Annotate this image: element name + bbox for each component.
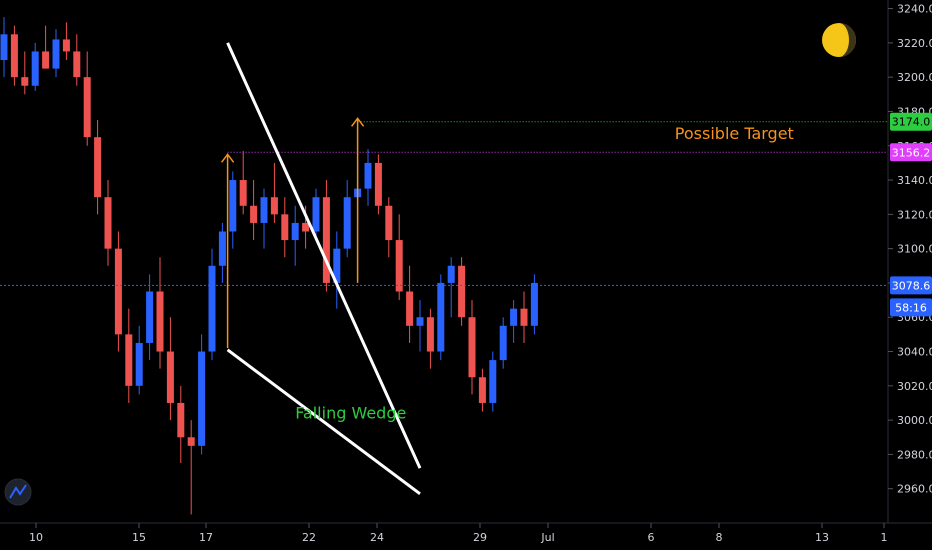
annotation-layer: Falling Wedge Possible Target [0, 42, 888, 496]
candle-body [322, 197, 330, 283]
candle-body [385, 205, 393, 241]
candle-body [302, 222, 310, 232]
time-axis-tick-label: 6 [648, 531, 655, 544]
candle-body [250, 205, 258, 223]
candle-body [218, 231, 226, 266]
candle-body [239, 180, 247, 206]
price-axis[interactable]: 2960.02980.03000.03020.03040.03060.03080… [888, 3, 932, 496]
countdown-badge-bg [890, 298, 932, 317]
price-axis-tick-label: 3040.0 [897, 346, 932, 359]
candle-body [499, 325, 507, 361]
time-axis-tick-label: 17 [199, 531, 213, 544]
candle-body [281, 214, 289, 241]
time-axis-tick-label: 29 [473, 531, 487, 544]
candle-body [229, 180, 237, 232]
candle-body [177, 402, 185, 438]
time-axis-tick-label: 15 [132, 531, 146, 544]
time-axis-tick-label: 10 [29, 531, 43, 544]
candle-body [0, 34, 8, 61]
time-axis-tick-label: Jul [540, 531, 554, 544]
candle-body [146, 291, 154, 343]
price-badges: 3174.0 3156.2 3078.6 58:16 [890, 112, 932, 317]
candle-body [187, 437, 195, 446]
candle-body [468, 317, 476, 378]
falling-wedge-label: Falling Wedge [295, 403, 406, 422]
candle-body [52, 39, 60, 69]
left-measure-arrow-head [221, 153, 235, 163]
price-axis-tick-label: 3100.0 [897, 243, 932, 256]
candle-body [447, 265, 455, 283]
candle-body [31, 51, 39, 86]
time-axis-tick-label: 22 [302, 531, 316, 544]
candle-body [458, 265, 466, 318]
candle-body [104, 197, 112, 249]
moon-icon [822, 23, 856, 57]
price-axis-tick-label: 3000.0 [897, 414, 932, 427]
resistance-price-badge-bg [890, 143, 932, 162]
candle-body [73, 51, 81, 78]
candle-body [395, 240, 403, 292]
current-price-badge-text: 3078.6 [892, 279, 931, 292]
price-axis-tick-label: 2980.0 [897, 448, 932, 461]
time-axis-tick-label: 1 [881, 531, 888, 544]
candle-body [114, 248, 122, 335]
candle-body [10, 34, 18, 78]
time-axis-tick-label: 13 [815, 531, 829, 544]
candle-body [312, 197, 320, 232]
candle-body [94, 137, 102, 198]
time-axis-tick-label: 24 [370, 531, 384, 544]
time-axis-tick-label: 8 [716, 531, 723, 544]
candle-body [406, 291, 414, 326]
candles-layer [0, 17, 538, 515]
candle-body [198, 351, 206, 446]
target-price-badge-bg [890, 112, 932, 131]
candle-body [478, 377, 486, 403]
candle-body [426, 317, 434, 352]
candle-body [270, 197, 278, 215]
candle-body [343, 197, 351, 249]
price-axis-tick-label: 2960.0 [897, 483, 932, 496]
candle-body [489, 360, 497, 403]
candle-body [42, 51, 50, 69]
price-axis-tick-label: 3020.0 [897, 380, 932, 393]
candle-body [21, 77, 29, 86]
candle-body [62, 39, 70, 52]
wedge-lower-line [226, 348, 421, 496]
time-axis[interactable]: 10 15 17 22 24 29 Jul 6 8 13 1 [29, 523, 888, 544]
candle-body [291, 222, 299, 241]
wedge-upper-line [226, 42, 422, 469]
candle-body [125, 334, 133, 386]
price-axis-tick-label: 3140.0 [897, 174, 932, 187]
right-measure-arrow-head [351, 117, 365, 127]
candle-body [333, 248, 341, 283]
candle-body [364, 162, 372, 189]
candle-body [208, 265, 216, 352]
candle-body [83, 77, 91, 138]
tradingview-logo-icon[interactable] [4, 478, 32, 506]
candle-body [510, 308, 518, 326]
countdown-badge-text: 58:16 [895, 301, 927, 314]
candle-body [166, 351, 174, 403]
resistance-price-badge-text: 3156.2 [892, 146, 931, 159]
candle-body [156, 291, 164, 352]
candle-body [520, 308, 528, 326]
candle-body [374, 162, 382, 206]
possible-target-label: Possible Target [675, 124, 794, 143]
candle-body [260, 197, 268, 223]
price-axis-tick-label: 3240.0 [897, 3, 932, 16]
price-axis-tick-label: 3220.0 [897, 37, 932, 50]
candle-body [135, 342, 143, 386]
target-price-badge-text: 3174.0 [892, 116, 931, 129]
current-price-badge-bg [890, 276, 932, 295]
candle-body [530, 282, 538, 326]
candle-body [437, 282, 445, 352]
price-axis-tick-label: 3120.0 [897, 208, 932, 221]
price-axis-tick-label: 3200.0 [897, 71, 932, 84]
candle-body [416, 317, 424, 326]
